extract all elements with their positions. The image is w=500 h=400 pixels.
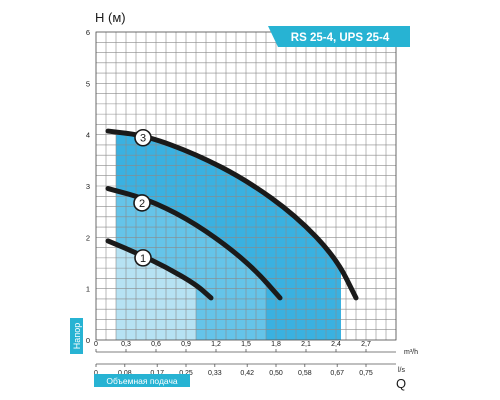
x-tick-label-ls: 0,58 <box>298 370 312 377</box>
bottom-label: Объемная подача <box>106 376 178 386</box>
curve-2 <box>105 186 283 301</box>
x-tick-label-m3h: 0,3 <box>121 341 131 348</box>
title-badge <box>268 26 410 47</box>
curve-label-3: 3 <box>140 133 146 145</box>
curve-fill-areas <box>116 132 341 340</box>
y-axis-label: H (м) <box>95 10 126 25</box>
x-tick-label-m3h: 2,7 <box>361 341 371 348</box>
curve-label-1: 1 <box>140 253 146 265</box>
x-tick-label-m3h: 1,5 <box>241 341 251 348</box>
x-tick-label-ls: 0,50 <box>269 370 283 377</box>
grid <box>95 31 397 341</box>
bottom-label-badge <box>94 374 190 387</box>
x-axis-label-q: Q <box>396 376 406 391</box>
y-tick-label: 5 <box>86 79 90 88</box>
chart-title: RS 25-4, UPS 25-4 <box>291 32 390 44</box>
x-tick-label-ls: 0,42 <box>240 370 254 377</box>
unit-m3h: m³/h <box>404 349 418 356</box>
x-tick-label-ls: 0,08 <box>118 370 132 377</box>
x-tick-label-m3h: 1,2 <box>211 341 221 348</box>
curve-badge-2 <box>133 194 151 212</box>
curve-3 <box>105 128 359 301</box>
performance-curves: 1 2 3 <box>105 128 359 301</box>
y-tick-label: 0 <box>86 336 90 345</box>
curve-1 <box>105 238 214 301</box>
side-label-badge <box>70 318 83 354</box>
unit-ls: l/s <box>398 367 406 374</box>
y-tick-label: 3 <box>86 182 90 191</box>
curve-label-2: 2 <box>139 198 145 210</box>
curve-badge-1 <box>134 249 152 267</box>
x-tick-label-m3h: 2,1 <box>301 341 311 348</box>
x-tick-label-m3h: 0,6 <box>151 341 161 348</box>
x-tick-label-m3h: 0,9 <box>181 341 191 348</box>
y-tick-label: 4 <box>86 131 90 140</box>
y-tick-label: 2 <box>86 233 90 242</box>
x-tick-label-ls: 0,75 <box>359 370 373 377</box>
plot-frame <box>95 31 397 341</box>
x-tick-label-ls: 0,17 <box>150 370 164 377</box>
curve-badge-3 <box>134 128 152 147</box>
x-tick-label-ls: 0,25 <box>179 370 193 377</box>
axis-ticks: 0 1 2 3 4 5 6 0 0,3 0,6 0,9 1,2 1,5 1,8 2,1 2,4 2,7 0 0,08… <box>86 28 396 377</box>
x-tick-label-m3h: 2,4 <box>331 341 341 348</box>
x-tick-label-m3h: 0 <box>94 341 98 348</box>
x-tick-label-m3h: 1,8 <box>271 341 281 348</box>
y-tick-label: 6 <box>86 28 90 37</box>
x-tick-label-ls: 0,67 <box>330 370 344 377</box>
x-tick-label-ls: 0 <box>94 370 98 377</box>
x-tick-label-ls: 0,33 <box>208 370 222 377</box>
y-tick-label: 1 <box>86 285 90 294</box>
side-label: Напор <box>72 323 82 349</box>
